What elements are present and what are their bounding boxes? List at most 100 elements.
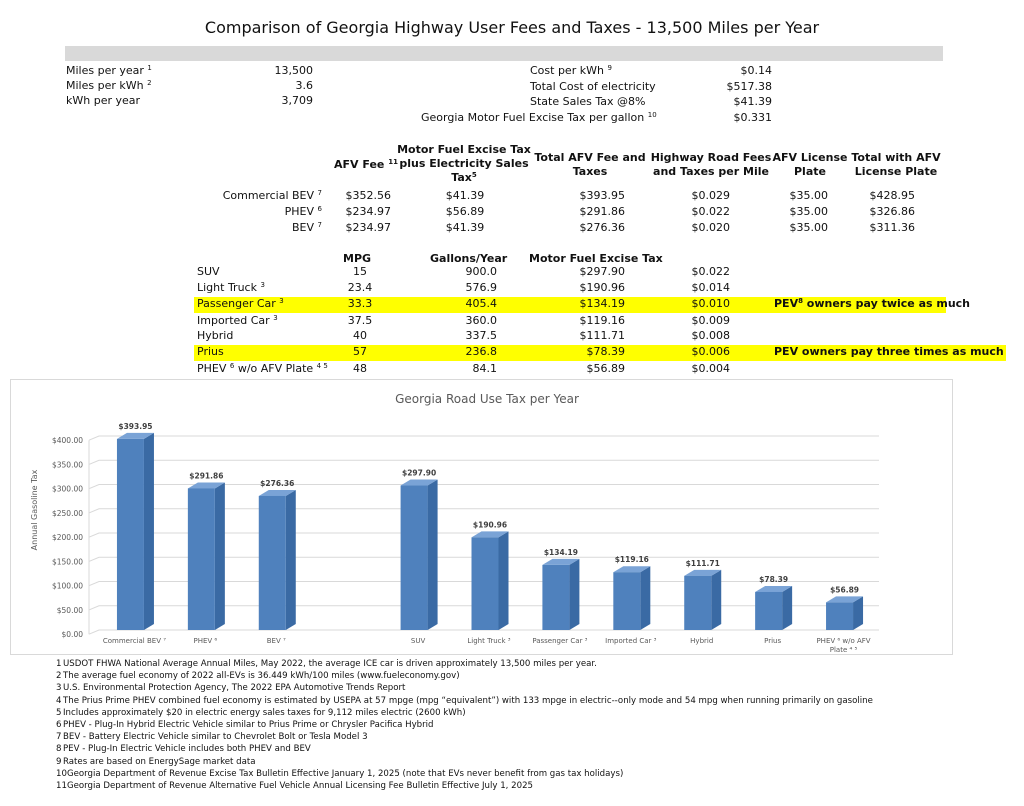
chart-title: Georgia Road Use Tax per Year <box>395 392 579 406</box>
y-tick-label: $250.00 <box>52 509 83 518</box>
data-label: $276.36 <box>260 479 294 488</box>
cell-mfet: $41.39 <box>445 189 485 202</box>
cell-per-mile: $0.014 <box>691 281 731 294</box>
gridline <box>88 484 879 490</box>
row-label: PHEV 6 w/o AFV Plate 4 5 <box>197 362 328 375</box>
footnote-text: The average fuel economy of 2022 all-EVs… <box>63 671 460 682</box>
input-value: 3,709 <box>281 94 314 107</box>
footnote-number: 2 <box>56 671 62 682</box>
bar <box>471 531 509 630</box>
row-note: PEV owners pay three times as much <box>774 345 1004 358</box>
cell-gallons: 360.0 <box>465 314 498 327</box>
header-mfet: Motor Fuel Excise Tax plus Electricity S… <box>397 143 531 184</box>
gridline <box>88 459 879 465</box>
header-ice-mfet: Motor Fuel Excise Tax <box>529 252 663 265</box>
cell-per-mile: $0.008 <box>691 329 731 342</box>
y-tick-label: $400.00 <box>52 436 83 445</box>
y-tick-label: $0.00 <box>62 630 84 639</box>
cell-tax: $190.96 <box>579 281 626 294</box>
cell-per-mile: $0.006 <box>691 345 731 358</box>
data-label: $119.16 <box>615 555 649 564</box>
input-label: Miles per kWh 2 <box>66 79 152 92</box>
header-divider-bar <box>65 46 943 61</box>
x-tick-label: Light Truck ³ <box>467 637 510 645</box>
footnote-text: Georgia Department of Revenue Alternativ… <box>66 781 534 791</box>
footnote: 3 U.S. Environmental Protection Agency, T… <box>56 682 405 694</box>
highlight-row <box>194 297 946 313</box>
footnote-text: Georgia Department of Revenue Excise Tax… <box>66 768 624 779</box>
row-label: Prius <box>197 345 224 358</box>
footnote-number: 5 <box>56 707 62 718</box>
cell-mpg: 33.3 <box>347 297 373 310</box>
footnote-number: 8 <box>56 744 62 755</box>
cell-total: $291.86 <box>579 205 626 218</box>
bar <box>116 432 154 630</box>
cell-per-mile: $0.004 <box>691 362 731 375</box>
input-value: 3.6 <box>295 79 314 92</box>
input-label: Miles per year 1 <box>66 64 152 77</box>
cell-mpg: 23.4 <box>347 281 373 294</box>
input-value: $0.331 <box>733 111 773 124</box>
footnote: 1 USDOT FHWA National Average Annual Mile… <box>56 658 597 670</box>
data-label: $297.90 <box>402 469 436 478</box>
row-label: BEV 7 <box>292 221 322 234</box>
x-tick-label: Passenger Car ³ <box>532 637 587 645</box>
cell-mpg: 15 <box>353 265 367 278</box>
data-label: $393.95 <box>118 422 152 431</box>
cell-mfet: $56.89 <box>445 205 485 218</box>
footnote-number: 3 <box>56 683 62 694</box>
row-label: SUV <box>197 265 220 278</box>
footnote: 6 PHEV - Plug-In Hybrid Electric Vehicle … <box>56 719 434 731</box>
cell-per-mile: $0.029 <box>691 189 731 202</box>
cell-gallons: 900.0 <box>465 265 498 278</box>
x-tick-label: SUV <box>411 637 426 645</box>
cell-total-plate: $326.86 <box>869 205 916 218</box>
cell-gallons: 236.8 <box>465 345 498 358</box>
y-tick-label: $150.00 <box>52 557 83 566</box>
cell-gallons: 84.1 <box>472 362 498 375</box>
cell-total-plate: $428.95 <box>869 189 916 202</box>
row-label: Hybrid <box>197 329 234 342</box>
header-afv-fee: AFV Fee 11 <box>334 158 398 171</box>
footnote-text: PEV - Plug-In Electric Vehicle includes … <box>63 744 311 755</box>
footnote-number: 11 <box>56 781 67 791</box>
footnote: 10Georgia Department of Revenue Excise T… <box>56 768 623 780</box>
row-note: PEV8 owners pay twice as much <box>774 297 971 310</box>
bar <box>684 569 722 630</box>
gridline <box>88 629 879 635</box>
cell-tax: $56.89 <box>586 362 626 375</box>
header-plate: AFV License Plate <box>772 151 848 178</box>
y-tick-label: $50.00 <box>57 606 83 615</box>
footnote-number: 7 <box>56 732 62 743</box>
bar <box>258 489 296 630</box>
cell-mpg: 57 <box>353 345 367 358</box>
chart-container: Georgia Road Use Tax per Year Annual Gas… <box>10 379 953 655</box>
y-tick-label: $350.00 <box>52 460 83 469</box>
header-per-mile: Highway Road Fees and Taxes per Mile <box>650 151 772 178</box>
cell-total: $276.36 <box>579 221 626 234</box>
cell-total: $393.95 <box>579 189 626 202</box>
header-gallons: Gallons/Year <box>430 252 508 265</box>
footnote-text: The Prius Prime PHEV combined fuel econo… <box>63 695 873 706</box>
row-label: PHEV 6 <box>284 205 322 218</box>
y-tick-label: $100.00 <box>52 582 83 591</box>
cell-gallons: 337.5 <box>465 329 498 342</box>
data-label: $78.39 <box>759 575 788 584</box>
header-total: Total AFV Fee and Taxes <box>534 151 646 178</box>
footnote-text: Includes approximately $20 in electric e… <box>63 707 466 718</box>
bar <box>542 558 580 630</box>
cell-mpg: 40 <box>353 329 367 342</box>
cell-per-mile: $0.020 <box>691 221 731 234</box>
footnote-text: U.S. Environmental Protection Agency, Th… <box>63 683 406 694</box>
x-tick-label: PHEV ⁶ <box>193 637 217 645</box>
footnote-text: Rates are based on EnergySage market dat… <box>63 756 256 767</box>
chart-bars: $393.95 Commercial BEV ⁷ $291.86 PHEV ⁶ $276… <box>103 422 871 654</box>
cell-total-plate: $311.36 <box>869 221 916 234</box>
footnote: 5 Includes approximately $20 in electric … <box>56 707 466 719</box>
input-label: Georgia Motor Fuel Excise Tax per gallon… <box>421 111 657 124</box>
cell-mpg: 37.5 <box>347 314 373 327</box>
bar <box>187 482 225 630</box>
footnote-number: 6 <box>56 720 62 730</box>
row-label: Imported Car 3 <box>197 314 278 327</box>
input-value: 13,500 <box>274 64 314 77</box>
